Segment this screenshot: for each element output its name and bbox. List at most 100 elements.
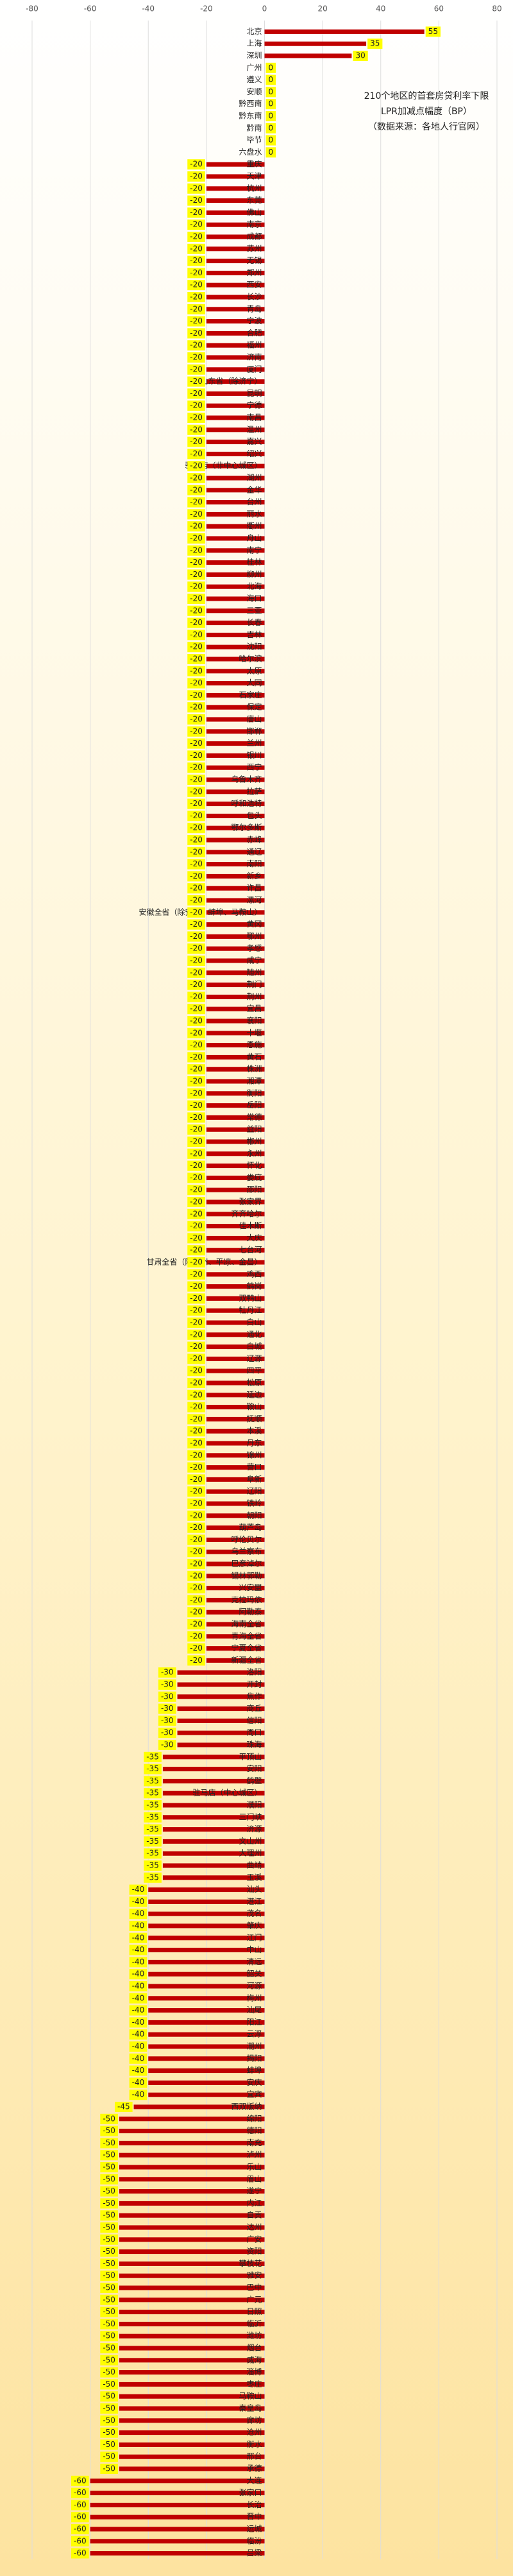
- value-label: -20: [190, 1077, 203, 1086]
- value-label-box: [187, 1450, 205, 1461]
- value-label-box: [114, 2102, 133, 2112]
- value-label: -20: [190, 799, 203, 808]
- value-label: -20: [190, 944, 203, 953]
- category-label: 鹤岗: [246, 1281, 262, 1291]
- bar: [206, 1115, 265, 1120]
- bar: [206, 910, 265, 915]
- value-label: -20: [190, 642, 203, 651]
- value-label: -50: [103, 2404, 115, 2413]
- value-label-box: [144, 1836, 162, 1847]
- value-label: -20: [190, 1306, 203, 1315]
- value-label: -40: [132, 2090, 145, 2099]
- value-label-box: [187, 775, 205, 785]
- value-label-box: [187, 1124, 205, 1135]
- bar: [206, 1441, 265, 1446]
- value-label: -20: [190, 1004, 203, 1013]
- value-label: -20: [190, 232, 203, 241]
- value-label: -20: [190, 1499, 203, 1508]
- value-label-box: [187, 1160, 205, 1171]
- category-label: 安庆: [246, 2077, 262, 2087]
- value-label-box: [187, 388, 205, 399]
- category-label: 广州: [246, 63, 262, 72]
- value-label-box: [129, 1909, 147, 1919]
- value-label: -20: [190, 389, 203, 398]
- value-label: -50: [103, 2271, 115, 2280]
- bar: [162, 1839, 265, 1844]
- category-label: 鄂尔多斯: [231, 823, 262, 832]
- value-label: 0: [269, 99, 274, 108]
- bar: [206, 705, 265, 710]
- bar: [206, 1634, 265, 1639]
- value-label: -20: [190, 1246, 203, 1255]
- bar: [206, 825, 265, 830]
- value-label: -20: [190, 1475, 203, 1484]
- value-label-box: [129, 2041, 147, 2052]
- bar: [206, 1284, 265, 1289]
- bar: [119, 2346, 265, 2351]
- value-label: 0: [269, 123, 274, 132]
- value-label-box: [187, 1643, 205, 1654]
- value-label-box: [100, 2355, 118, 2366]
- value-label-box: [100, 2125, 118, 2136]
- value-label-box: [129, 2065, 147, 2076]
- value-label: -20: [190, 1318, 203, 1327]
- value-label: -20: [190, 582, 203, 591]
- category-label: 黔东南: [239, 111, 262, 121]
- category-label: 曲靖: [246, 1861, 262, 1870]
- value-label-box: [100, 2464, 118, 2474]
- bar: [206, 1224, 265, 1229]
- value-label: -20: [190, 1583, 203, 1592]
- category-label: 宜昌: [246, 1004, 262, 1013]
- category-label: 北京: [246, 27, 262, 36]
- bar: [206, 1597, 265, 1602]
- value-label: -35: [146, 1861, 159, 1870]
- bar: [264, 53, 352, 58]
- category-label: 鸡西: [246, 1269, 262, 1278]
- bar: [177, 1682, 265, 1687]
- category-label: 无锡: [246, 255, 262, 265]
- bar: [148, 2068, 265, 2074]
- bar: [90, 2514, 265, 2520]
- value-label: -50: [103, 2247, 115, 2256]
- value-label-box: [100, 2271, 118, 2281]
- value-label-box: [129, 2090, 147, 2100]
- value-label: -50: [103, 2344, 115, 2353]
- bar: [119, 2152, 265, 2158]
- category-label: 襄阳: [246, 1016, 262, 1026]
- bar: [206, 1043, 265, 1048]
- category-label: 荆州: [246, 992, 262, 1001]
- value-label-box: [187, 726, 205, 737]
- category-label: 晋中: [246, 2512, 262, 2521]
- value-label: -50: [103, 2307, 115, 2316]
- category-label: 日照: [246, 2307, 262, 2316]
- category-label: 上海: [246, 39, 262, 48]
- category-label: 衢州: [246, 522, 262, 531]
- value-label-box: [187, 461, 205, 472]
- value-label: -50: [103, 2380, 115, 2389]
- bar: [162, 1863, 265, 1868]
- bar: [206, 850, 265, 855]
- bar: [206, 1489, 265, 1494]
- value-label: -20: [190, 1427, 203, 1436]
- value-label-box: [265, 135, 276, 146]
- value-label: -20: [190, 329, 203, 338]
- category-label: 清远: [246, 1957, 262, 1966]
- category-label: 云浮: [246, 2030, 262, 2039]
- value-label: -50: [103, 2126, 115, 2135]
- value-label-box: [187, 654, 205, 664]
- value-label: -40: [132, 1933, 145, 1942]
- value-label: -50: [103, 2223, 115, 2232]
- category-label: 重庆: [246, 160, 262, 169]
- value-label: -35: [146, 1837, 159, 1846]
- value-label: -50: [103, 2428, 115, 2437]
- value-label: -20: [190, 1450, 203, 1459]
- value-label: -20: [190, 1487, 203, 1496]
- bar: [206, 234, 265, 239]
- category-label: 黔西南: [239, 99, 262, 108]
- value-label: -40: [132, 2005, 145, 2014]
- value-label-box: [187, 1257, 205, 1267]
- value-label: -20: [190, 172, 203, 181]
- value-label: -20: [190, 1125, 203, 1134]
- category-label: 开封: [246, 1680, 262, 1689]
- category-label: 邵阳: [246, 1185, 262, 1194]
